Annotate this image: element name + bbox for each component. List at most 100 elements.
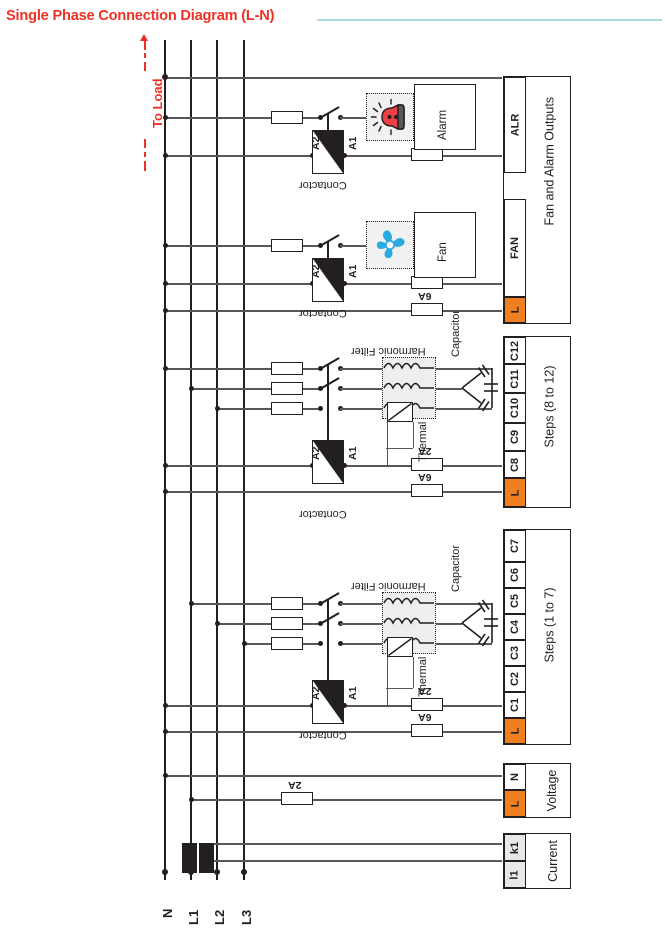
wire-s17-supply-right bbox=[443, 731, 502, 733]
wire-fan-pwr-mid bbox=[303, 245, 320, 247]
phase-label-l2: L2 bbox=[212, 909, 227, 925]
fuse-label-fan-supply: 6A bbox=[418, 290, 432, 302]
wire-s17-coil-right bbox=[443, 705, 502, 707]
junction-s17-pwrA bbox=[188, 600, 194, 606]
fuse-s812-lineC bbox=[271, 401, 303, 415]
fuse-s812-lineA bbox=[271, 361, 303, 375]
terminal-fanalarm-l[interactable]: L bbox=[504, 297, 526, 323]
junction-s17-coil-n bbox=[162, 702, 168, 708]
wire-ct-l1 bbox=[214, 843, 502, 845]
terminal-voltage-l[interactable]: L bbox=[504, 790, 526, 817]
header-rule bbox=[317, 19, 662, 21]
terminal-s17-c1[interactable]: C1 bbox=[504, 692, 526, 718]
junction-fan-supply bbox=[162, 307, 168, 313]
wire-alarm-coil-right bbox=[443, 155, 502, 157]
ct-core-2 bbox=[199, 843, 214, 873]
contactor-fan bbox=[312, 258, 344, 302]
wire-fan-pwr-left bbox=[165, 245, 271, 247]
junction-s812-pwrC bbox=[214, 405, 220, 411]
contactor-s812-link bbox=[327, 365, 329, 440]
wire-s812-pwrB-right bbox=[340, 388, 382, 390]
terminal-s812-c9[interactable]: C9 bbox=[504, 423, 526, 451]
wire-fan-pwr-right bbox=[340, 245, 366, 247]
fuse-fan-6a bbox=[411, 303, 443, 316]
wire-fan-coil-right bbox=[443, 283, 502, 285]
wire-s17-a1-to-fuse bbox=[344, 705, 411, 707]
fuse-s812-6a bbox=[411, 484, 443, 497]
terminal-fanalarm-fan[interactable]: FAN bbox=[504, 199, 526, 297]
contactor-alarm-link bbox=[327, 114, 329, 130]
current-block-label: Current bbox=[546, 840, 560, 882]
wire-s17-pwrC-right bbox=[340, 643, 382, 645]
fuse-label-s17-supply: 6A bbox=[418, 711, 432, 723]
terminal-s17-c3[interactable]: C3 bbox=[504, 640, 526, 666]
terminal-s17-c6[interactable]: C6 bbox=[504, 562, 526, 588]
wire-ct-k1 bbox=[214, 860, 502, 862]
junction-s812-pwrB bbox=[188, 385, 194, 391]
terminal-s812-c10[interactable]: C10 bbox=[504, 393, 526, 423]
junction-s812-supply bbox=[162, 488, 168, 494]
junction-s812-pwrA bbox=[162, 365, 168, 371]
junction-s17-a1 bbox=[341, 702, 347, 708]
terminal-s17-c5[interactable]: C5 bbox=[504, 588, 526, 614]
wire-s17-supply-left bbox=[165, 731, 411, 733]
contact-s812-C-in bbox=[317, 405, 323, 411]
steps-8-12-block-label: Steps (8 to 12) bbox=[542, 365, 557, 448]
junction-s17-pwrC bbox=[241, 640, 247, 646]
contactor-triangle-icon bbox=[313, 131, 343, 173]
wire-s812-a1-to-fuse bbox=[344, 465, 411, 467]
wire-fan-a2-to-n bbox=[165, 283, 312, 285]
contact-s17-C-out bbox=[337, 640, 343, 646]
contactor-s17-terminal-a2: A2 bbox=[310, 686, 322, 700]
bus-n bbox=[164, 40, 166, 880]
wire-s812-cap-B bbox=[436, 388, 462, 390]
contactor-s812-terminal-a1: A1 bbox=[347, 446, 359, 460]
wire-s812-pwrA-mid bbox=[303, 368, 320, 370]
terminal-s17-c7[interactable]: C7 bbox=[504, 530, 526, 562]
wire-s17-thermal-left bbox=[386, 657, 389, 705]
terminal-s812-l[interactable]: L bbox=[504, 478, 526, 507]
fuse-s812-2a bbox=[411, 458, 443, 471]
contactor-alarm-terminal-a2: A2 bbox=[310, 136, 322, 150]
fuse-s17-2a bbox=[411, 698, 443, 711]
junction-voltage-l bbox=[188, 796, 194, 802]
wire-s17-cap-B bbox=[436, 623, 462, 625]
contactor-s17 bbox=[312, 680, 344, 724]
terminal-s17-l[interactable]: L bbox=[504, 718, 526, 744]
harmonic-filter-s812-label: Harmonic Filter bbox=[351, 345, 426, 357]
terminal-s17-c4[interactable]: C4 bbox=[504, 614, 526, 640]
contactor-fan-link bbox=[327, 242, 329, 258]
terminal-s812-c8[interactable]: C8 bbox=[504, 451, 526, 478]
fuse-s17-6a bbox=[411, 724, 443, 737]
terminal-l1[interactable]: l1 bbox=[504, 861, 526, 888]
terminal-k1[interactable]: k1 bbox=[504, 834, 526, 861]
junction-s17-supply bbox=[162, 728, 168, 734]
junction-s812-coil-n bbox=[162, 462, 168, 468]
wire-top-feed bbox=[165, 77, 502, 79]
wire-s17-pwrA-left bbox=[191, 603, 271, 605]
wire-s17-cap-C bbox=[436, 643, 492, 645]
wire-s812-pwrB-left bbox=[191, 388, 271, 390]
terminal-s17-c2[interactable]: C2 bbox=[504, 666, 526, 692]
wire-s812-pwrA-left bbox=[165, 368, 271, 370]
junction-top-feed bbox=[162, 74, 168, 80]
fuse-s17-lineA bbox=[271, 596, 303, 610]
fuse-s812-lineB bbox=[271, 381, 303, 395]
steps-1-7-block-label: Steps (1 to 7) bbox=[542, 587, 557, 663]
alarm-label-box bbox=[414, 84, 476, 150]
wire-voltage-n bbox=[165, 775, 502, 777]
contactor-alarm-label: Contactor bbox=[299, 179, 347, 191]
fuse-label-s812-supply: 6A bbox=[418, 471, 432, 483]
fan-alarm-block-label: Fan and Alarm Outputs bbox=[428, 97, 665, 226]
wire-alarm-pwr-mid bbox=[303, 117, 320, 119]
terminal-s812-c11[interactable]: C11 bbox=[504, 364, 526, 393]
wire-s17-a2-to-n bbox=[165, 705, 312, 707]
capacitor-s17-label: Capacitor bbox=[450, 544, 462, 592]
wire-s812-thermal-right bbox=[412, 422, 415, 448]
terminal-voltage-n[interactable]: N bbox=[504, 764, 526, 790]
terminal-s812-c12[interactable]: C12 bbox=[504, 337, 526, 364]
fan-icon bbox=[376, 230, 405, 259]
junction-s812-a1 bbox=[341, 462, 347, 468]
terminal-fanalarm-alr[interactable]: ALR bbox=[504, 77, 526, 173]
wire-s812-coil-right bbox=[443, 465, 502, 467]
